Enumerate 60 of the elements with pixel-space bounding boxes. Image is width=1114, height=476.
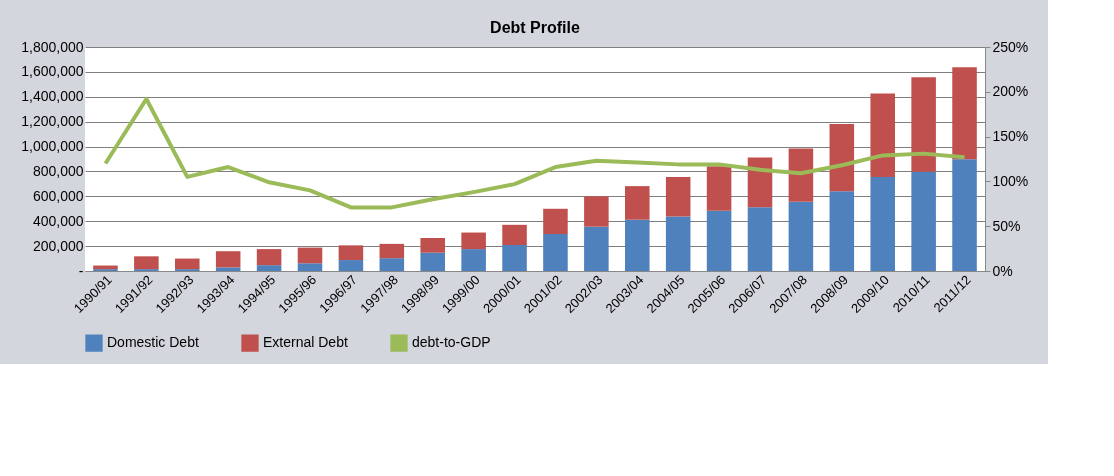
bar bbox=[420, 252, 445, 271]
legend-label: External Debt bbox=[263, 334, 348, 351]
bar bbox=[952, 159, 977, 271]
bar bbox=[461, 232, 486, 250]
bar bbox=[379, 243, 405, 259]
y-tick-label: - bbox=[78, 262, 84, 279]
bar bbox=[543, 208, 568, 235]
y-tick-label: 1,400,000 bbox=[21, 88, 84, 105]
bar bbox=[706, 210, 732, 271]
bar bbox=[706, 166, 732, 211]
bar bbox=[911, 171, 936, 271]
legend-label: debt-to-GDP bbox=[412, 334, 491, 351]
chart-title: Debt Profile bbox=[490, 19, 580, 36]
y-tick-label: 1,200,000 bbox=[21, 113, 84, 130]
bar bbox=[625, 219, 650, 271]
line-series bbox=[103, 96, 967, 210]
bar bbox=[829, 123, 855, 192]
y-tick-label: 1,600,000 bbox=[21, 63, 84, 80]
bar bbox=[502, 224, 527, 245]
y-tick-label: 200,000 bbox=[32, 237, 84, 254]
bar bbox=[420, 238, 445, 253]
bar bbox=[747, 207, 773, 271]
bar bbox=[297, 263, 323, 271]
y2-tick-label: 250% bbox=[992, 38, 1029, 55]
bar bbox=[870, 176, 895, 271]
bar bbox=[502, 244, 527, 271]
y2-tick-label: 150% bbox=[992, 128, 1029, 145]
bar bbox=[952, 67, 977, 160]
bar bbox=[665, 216, 691, 271]
y-tick-label: 600,000 bbox=[32, 187, 84, 204]
bar bbox=[256, 249, 282, 266]
bar bbox=[256, 265, 282, 271]
y-tick-label: 1,000,000 bbox=[21, 138, 84, 155]
bar bbox=[297, 247, 323, 264]
legend-label: Domestic Debt bbox=[107, 334, 199, 351]
y2-tick-label: 0% bbox=[992, 262, 1013, 279]
y-tick-label: 1,800,000 bbox=[21, 38, 84, 55]
bar bbox=[788, 148, 814, 202]
bar bbox=[338, 260, 364, 271]
y-tick-label: 800,000 bbox=[32, 162, 84, 179]
bar bbox=[379, 258, 405, 271]
bar bbox=[665, 176, 691, 217]
y2-tick-label: 50% bbox=[992, 217, 1021, 234]
bar bbox=[829, 191, 855, 271]
bar bbox=[584, 226, 609, 271]
bar bbox=[788, 201, 814, 271]
bar bbox=[215, 251, 241, 268]
bar bbox=[911, 77, 936, 172]
bar bbox=[461, 249, 486, 271]
bar bbox=[625, 186, 650, 220]
bar bbox=[870, 93, 895, 177]
bar bbox=[338, 245, 364, 261]
y-tick-label: 400,000 bbox=[32, 212, 84, 229]
bar bbox=[134, 256, 159, 270]
bar bbox=[215, 267, 241, 271]
y2-tick-label: 200% bbox=[992, 83, 1029, 100]
y2-tick-label: 100% bbox=[992, 172, 1029, 189]
bar bbox=[584, 196, 609, 227]
bar bbox=[543, 234, 568, 271]
bar bbox=[175, 258, 200, 270]
